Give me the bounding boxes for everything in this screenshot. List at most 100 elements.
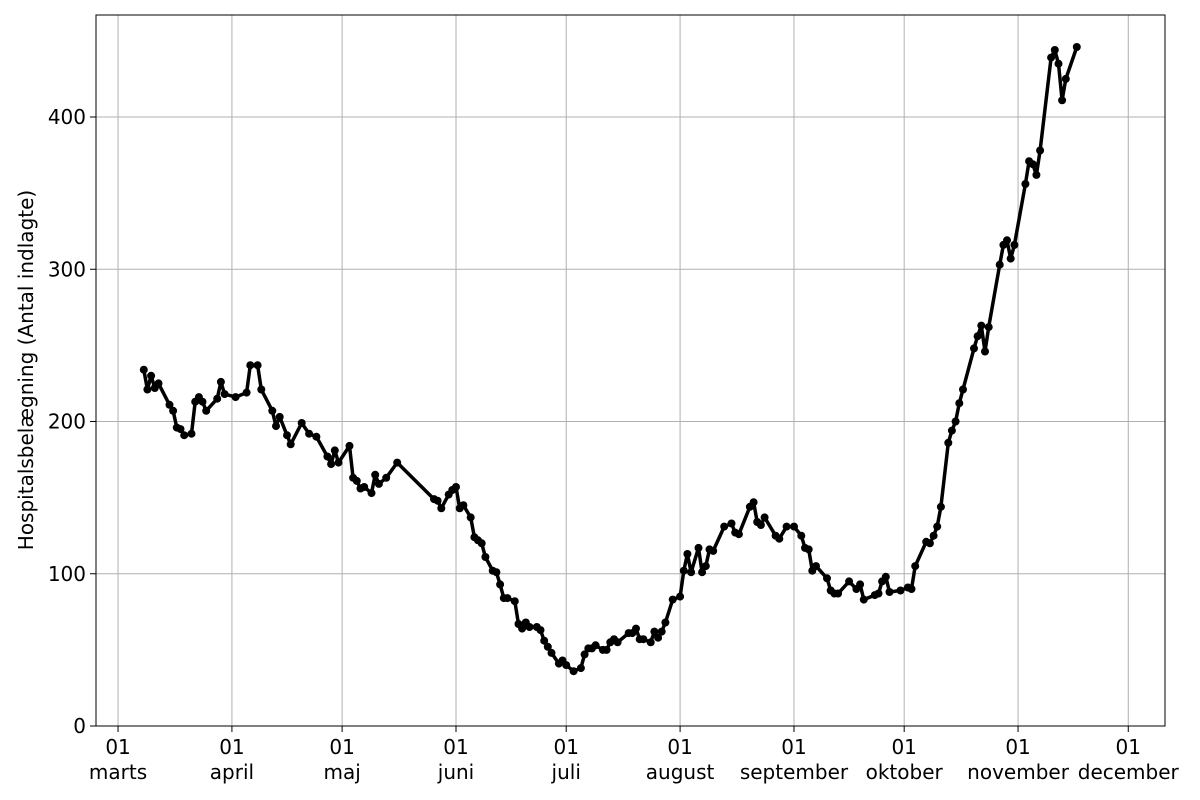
data-point: [1061, 74, 1070, 83]
data-point: [352, 476, 361, 485]
data-point: [896, 586, 905, 595]
data-point: [650, 627, 659, 636]
data-point: [525, 623, 534, 631]
y-tick-label: 200: [48, 410, 86, 434]
y-tick-label: 300: [48, 257, 86, 281]
data-point: [433, 496, 442, 505]
data-point: [334, 458, 343, 467]
data-point: [518, 624, 527, 633]
data-point: [885, 588, 894, 596]
data-point: [580, 650, 589, 659]
data-point: [925, 539, 934, 548]
data-point: [874, 589, 883, 598]
data-point: [154, 379, 163, 388]
x-tick-label-month: juli: [551, 760, 581, 784]
data-point: [1072, 43, 1081, 51]
data-point: [510, 597, 519, 606]
data-point: [540, 636, 549, 645]
data-point: [143, 385, 152, 394]
x-tick-label-month: december: [1078, 760, 1180, 784]
data-point: [286, 440, 295, 449]
data-point: [1047, 53, 1056, 62]
x-tick-label-month: september: [740, 760, 849, 784]
data-point: [929, 531, 938, 540]
x-tick-label-day: 01: [1116, 735, 1141, 759]
data-point: [602, 645, 611, 654]
data-point: [1003, 236, 1011, 245]
data-point: [345, 441, 354, 450]
data-point: [220, 390, 229, 399]
data-point: [823, 574, 831, 583]
data-point: [466, 513, 475, 522]
x-axis: 01marts01april01maj01juni01juli01august0…: [89, 726, 1180, 784]
data-point: [687, 568, 696, 577]
data-point: [371, 470, 380, 479]
data-point: [176, 425, 185, 434]
data-point: [312, 432, 321, 441]
y-tick-label: 400: [48, 105, 86, 129]
x-tick-label-day: 01: [219, 735, 244, 759]
data-point: [202, 406, 211, 415]
data-point: [907, 585, 916, 593]
data-point: [1028, 160, 1037, 169]
data-point: [995, 260, 1004, 269]
x-tick-label-day: 01: [891, 735, 916, 759]
y-tick-label: 0: [73, 714, 86, 738]
data-point: [654, 633, 663, 642]
data-point: [393, 458, 402, 467]
data-point: [1050, 46, 1059, 54]
data-point: [679, 566, 688, 575]
data-point: [797, 531, 806, 540]
x-tick-label-day: 01: [1005, 735, 1030, 759]
data-point: [268, 406, 277, 415]
data-point: [973, 332, 982, 341]
data-point: [760, 513, 769, 522]
data-point: [782, 522, 791, 531]
data-point: [231, 393, 240, 402]
data-point: [859, 595, 868, 604]
data-point: [947, 426, 956, 435]
data-point: [775, 534, 784, 543]
data-point: [253, 361, 262, 370]
data-point: [503, 594, 512, 603]
data-point: [698, 568, 707, 577]
gridlines: [96, 15, 1165, 727]
x-tick-label-month: marts: [89, 760, 147, 784]
data-point: [180, 431, 189, 440]
data-point: [984, 323, 993, 332]
y-tick-label: 100: [48, 562, 86, 586]
data-point: [951, 417, 960, 426]
data-point: [213, 394, 222, 403]
data-point: [734, 530, 743, 539]
data-point: [701, 562, 710, 571]
data-point: [297, 419, 306, 427]
data-point: [812, 562, 820, 571]
x-tick-label-day: 01: [443, 735, 468, 759]
x-tick-label-day: 01: [781, 735, 806, 759]
data-point: [790, 522, 798, 531]
data-point: [452, 483, 460, 491]
data-point: [242, 388, 251, 397]
data-point: [1010, 240, 1019, 249]
data-point: [668, 595, 677, 604]
data-point: [139, 365, 148, 374]
data-point: [147, 371, 156, 380]
data-point: [576, 664, 585, 673]
data-point: [804, 545, 813, 554]
data-point: [1054, 59, 1063, 68]
x-tick-label-month: maj: [323, 760, 360, 784]
data-point: [216, 377, 225, 386]
data-point: [327, 460, 336, 469]
y-axis-label: Hospitalsbelægning (Antal indlagte): [14, 190, 38, 550]
data-point: [845, 577, 854, 586]
data-point: [694, 543, 703, 552]
data-point: [881, 572, 890, 581]
data-point: [330, 446, 339, 455]
data-point: [613, 638, 622, 647]
data-point: [834, 589, 843, 598]
data-point: [1006, 254, 1015, 263]
data-point: [536, 626, 545, 635]
data-point: [657, 627, 666, 636]
data-point: [305, 429, 314, 438]
